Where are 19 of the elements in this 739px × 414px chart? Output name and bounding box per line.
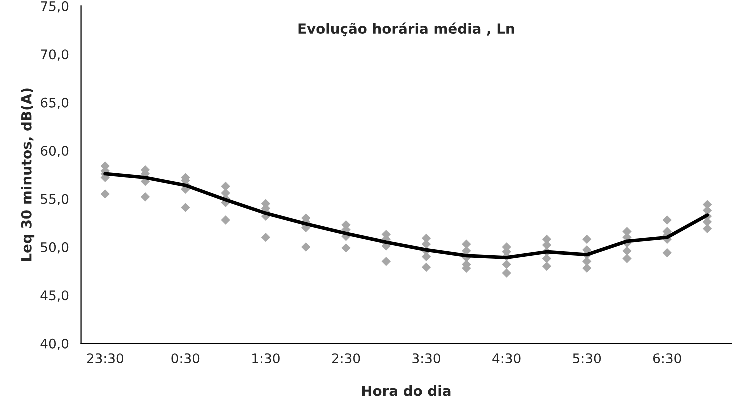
x-tick-label: 23:30 bbox=[87, 354, 124, 364]
x-tick-label: 5:30 bbox=[573, 354, 602, 364]
x-tick-label: 1:30 bbox=[252, 354, 280, 364]
y-tick-label: 50,0 bbox=[41, 242, 69, 254]
y-tick-label: 40,0 bbox=[40, 338, 69, 350]
x-tick-label: 6:30 bbox=[653, 354, 682, 364]
text: Evolução horária média , Ln bbox=[298, 22, 514, 37]
y-tick-label: 70,0 bbox=[41, 50, 69, 61]
y-tick-label: 55,0 bbox=[41, 194, 69, 206]
y-tick-label: 60,0 bbox=[41, 146, 69, 158]
x-axis-title: Hora do dia bbox=[362, 386, 451, 396]
x-tick-label: 0:30 bbox=[172, 354, 200, 364]
y-tick-label: 65,0 bbox=[41, 98, 69, 110]
y-axis-title: Leq 30 minutos, dB(A) bbox=[21, 88, 35, 262]
x-tick-label: 4:30 bbox=[492, 354, 521, 364]
x-tick-label: 3:30 bbox=[412, 354, 440, 364]
x-tick-label: 2:30 bbox=[332, 354, 360, 364]
y-tick-label: 75,0 bbox=[41, 1, 69, 13]
y-tick-label: 45,0 bbox=[40, 290, 69, 302]
